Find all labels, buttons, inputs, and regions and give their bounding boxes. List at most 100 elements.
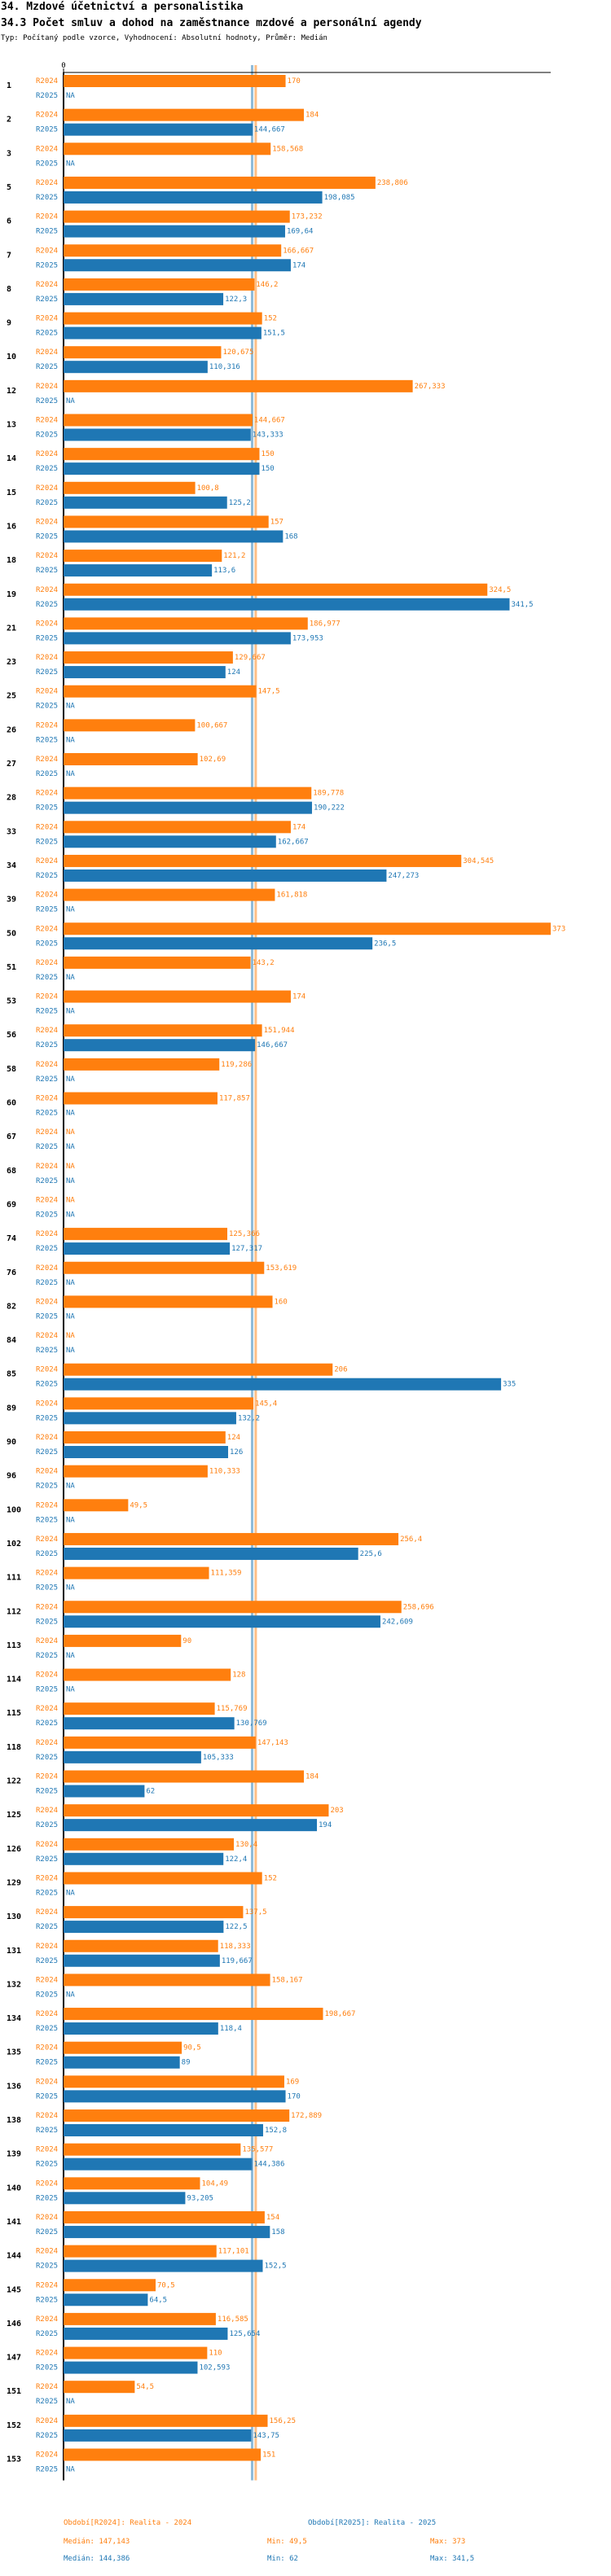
- data-label: 152,5: [264, 2263, 286, 2271]
- bar-r2024: [64, 1024, 262, 1037]
- data-label: 169: [286, 2078, 299, 2086]
- category-label: 58: [7, 1065, 16, 1074]
- data-label: 373: [552, 925, 565, 933]
- series-label: R2025: [36, 499, 58, 507]
- bar-r2024: [64, 2075, 284, 2088]
- data-label: 130,769: [236, 1720, 267, 1728]
- data-label: 118,333: [220, 1943, 251, 1951]
- series-label: R2024: [36, 1841, 58, 1849]
- data-label: 137,5: [244, 1908, 266, 1917]
- data-label: 143,75: [253, 2432, 279, 2440]
- data-label: 117,101: [218, 2248, 249, 2256]
- series-label: R2024: [36, 315, 58, 323]
- series-label: R2025: [36, 601, 58, 609]
- na-label: NA: [66, 736, 75, 744]
- series-label: R2025: [36, 736, 58, 744]
- data-label: 129,667: [235, 654, 266, 662]
- x-tick-label: 0: [61, 62, 65, 70]
- data-label: 125,2: [229, 499, 251, 507]
- series-label: R2024: [36, 1501, 58, 1509]
- series-label: R2025: [36, 1991, 58, 1999]
- category-label: 147: [7, 2354, 21, 2363]
- bar-r2024: [64, 1838, 235, 1851]
- bar-r2024: [64, 1295, 273, 1308]
- data-label: 110,333: [209, 1468, 240, 1476]
- legend-r2025-label: Období[R2025]: Realita - 2025: [308, 2519, 437, 2527]
- bar-r2024: [64, 888, 275, 901]
- bar-r2025: [64, 2327, 228, 2340]
- data-label: 121,2: [223, 552, 245, 560]
- data-label: 151,5: [263, 330, 285, 338]
- series-label: R2024: [36, 1061, 58, 1069]
- data-label: 145,4: [255, 1400, 277, 1408]
- series-label: R2024: [36, 247, 58, 255]
- data-label: 258,696: [403, 1603, 434, 1611]
- category-label: 96: [7, 1472, 16, 1481]
- na-label: NA: [66, 1889, 75, 1897]
- bar-r2024: [64, 244, 282, 257]
- bar-r2025: [64, 1819, 318, 1832]
- data-label: 335: [503, 1381, 516, 1389]
- na-label: NA: [66, 1312, 75, 1321]
- series-label: R2025: [36, 1652, 58, 1660]
- na-label: NA: [66, 1652, 75, 1660]
- category-label: 25: [7, 692, 16, 701]
- data-label: 132,2: [238, 1414, 260, 1422]
- data-label: 184: [306, 112, 319, 120]
- bar-r2024: [64, 346, 222, 359]
- series-label: R2025: [36, 2296, 58, 2304]
- category-label: 56: [7, 1031, 16, 1040]
- series-label: R2025: [36, 634, 58, 642]
- series-label: R2025: [36, 160, 58, 168]
- data-label: 168: [284, 532, 297, 541]
- category-label: 111: [7, 1574, 21, 1583]
- chart-subtitle: 34.3 Počet smluv a dohod na zaměstnance …: [1, 17, 422, 29]
- legend-r2024-median: Medián: 147,143: [64, 2538, 130, 2546]
- bar-r2025: [64, 1039, 256, 1052]
- series-label: R2025: [36, 1550, 58, 1558]
- bar-r2024: [64, 312, 262, 325]
- bar-r2024: [64, 1397, 254, 1410]
- bar-r2024: [64, 1702, 215, 1715]
- data-label: 115,769: [217, 1705, 248, 1713]
- bar-r2025: [64, 530, 284, 543]
- series-label: R2024: [36, 959, 58, 967]
- data-label: 166,667: [283, 247, 314, 255]
- bar-r2024: [64, 1465, 208, 1478]
- category-label: 146: [7, 2320, 21, 2328]
- na-label: NA: [66, 1483, 75, 1491]
- series-label: R2025: [36, 2161, 58, 2169]
- series-label: R2025: [36, 2364, 58, 2372]
- data-label: 102,593: [199, 2364, 230, 2372]
- series-label: R2025: [36, 2330, 58, 2338]
- series-label: R2025: [36, 2127, 58, 2135]
- series-label: R2024: [36, 1264, 58, 1273]
- data-label: 119,286: [221, 1061, 252, 1069]
- data-label: 70,5: [157, 2281, 175, 2289]
- category-label: 89: [7, 1404, 16, 1413]
- data-label: 135,577: [242, 2146, 273, 2154]
- series-label: R2025: [36, 432, 58, 440]
- data-label: 54,5: [136, 2383, 154, 2391]
- legend-r2025-median: Medián: 144,386: [64, 2555, 130, 2563]
- bar-r2025: [64, 2022, 218, 2035]
- category-label: 113: [7, 1641, 21, 1650]
- data-label: 189,778: [313, 790, 344, 798]
- category-label: 151: [7, 2387, 21, 2396]
- series-label: R2024: [36, 823, 58, 831]
- bar-r2025: [64, 2056, 180, 2069]
- na-label: NA: [66, 1143, 75, 1151]
- bar-r2024: [64, 2210, 265, 2223]
- series-label: R2024: [36, 1908, 58, 1917]
- bar-r2024: [64, 990, 291, 1003]
- data-label: 89: [182, 2059, 191, 2067]
- series-label: R2024: [36, 552, 58, 560]
- series-label: R2024: [36, 1468, 58, 1476]
- data-label: 122,4: [225, 1855, 247, 1864]
- series-label: R2025: [36, 1076, 58, 1084]
- category-label: 112: [7, 1607, 21, 1616]
- data-label: 143,2: [253, 959, 275, 967]
- series-label: R2024: [36, 2281, 58, 2289]
- series-label: R2024: [36, 112, 58, 120]
- bar-r2025: [64, 564, 213, 577]
